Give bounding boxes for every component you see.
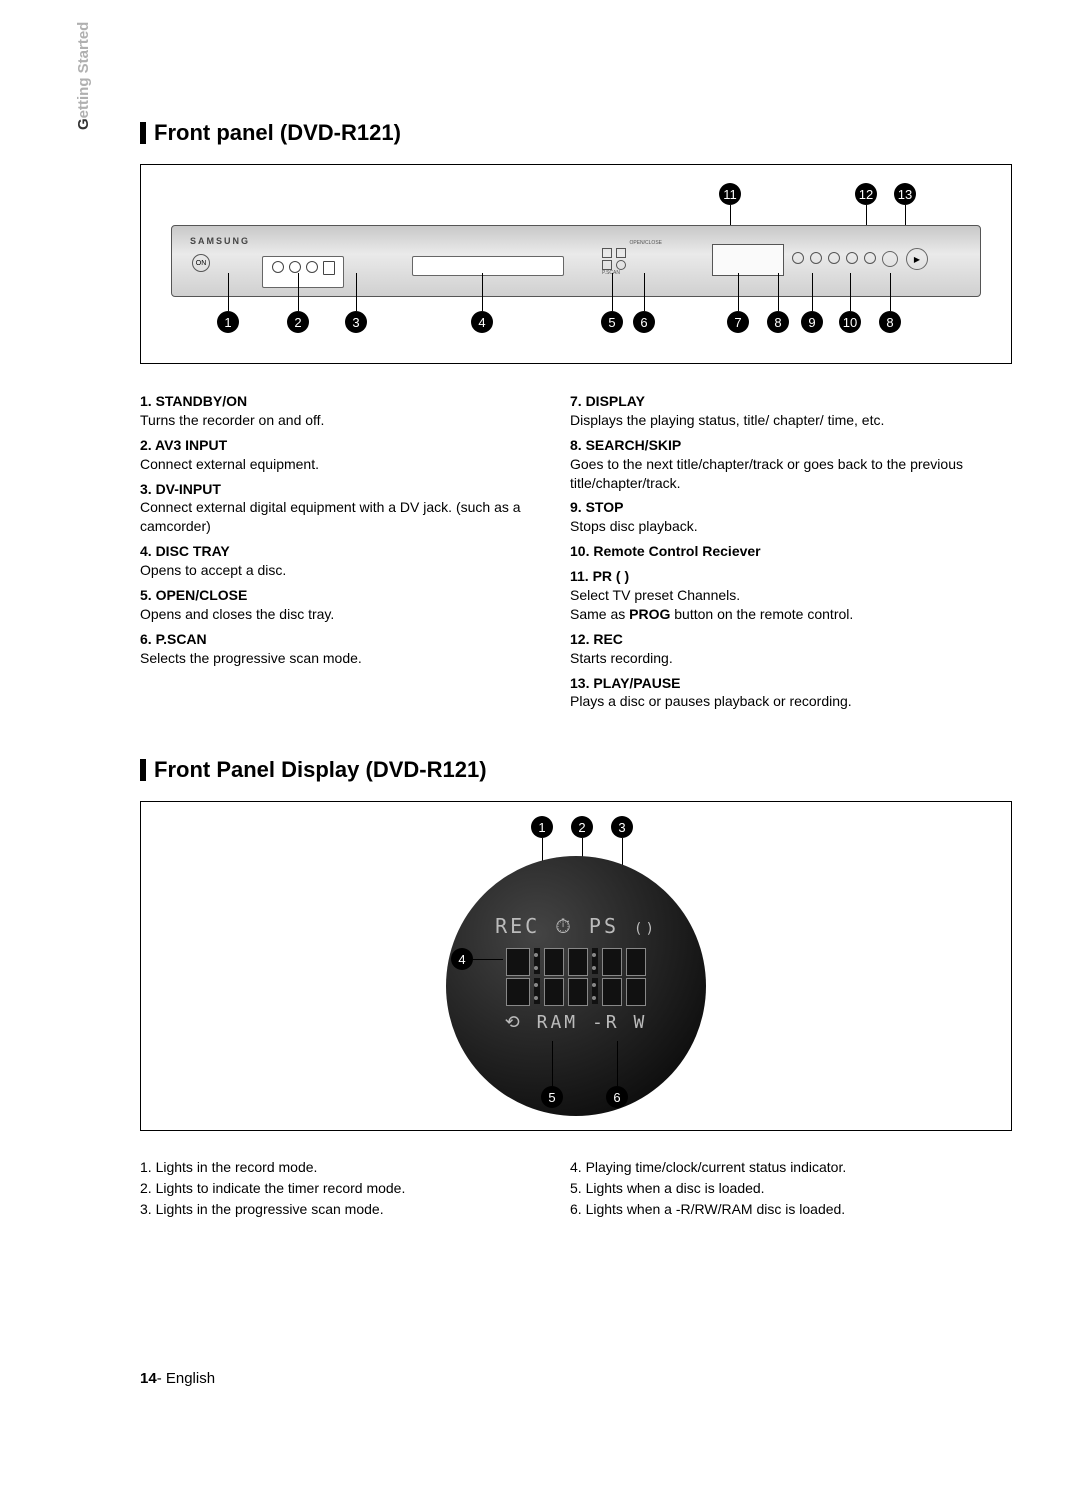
brand-label: SAMSUNG — [190, 236, 250, 246]
play-pause-button: ▶ — [906, 248, 928, 270]
rec-indicator: REC — [495, 914, 540, 938]
legend-item: 9. STOPStops disc playback. — [570, 498, 970, 536]
callout-dot: 12 — [855, 183, 877, 205]
display-legend: 1. Lights in the record mode.2. Lights t… — [140, 1157, 970, 1220]
open-close-pscan: OPEN/CLOSE P.SCAN — [602, 240, 662, 276]
control-buttons — [792, 252, 876, 264]
legend-item: 10. Remote Control Reciever — [570, 542, 970, 561]
legend-line: 2. Lights to indicate the timer record m… — [140, 1178, 540, 1199]
callout-dot: 5 — [601, 311, 623, 333]
legend-item: 12. RECStarts recording. — [570, 630, 970, 668]
legend-item: 4. DISC TRAYOpens to accept a disc. — [140, 542, 540, 580]
callout-dot: 3 — [611, 816, 633, 838]
legend-item: 7. DISPLAYDisplays the playing status, t… — [570, 392, 970, 430]
legend-line: 5. Lights when a disc is loaded. — [570, 1178, 970, 1199]
device-body: SAMSUNG ON OPEN/CLOSE P.SCAN ▶ — [171, 225, 981, 297]
callout-dot: 1 — [531, 816, 553, 838]
seg-row-2 — [506, 978, 646, 1006]
callout-dot: 7 — [727, 311, 749, 333]
section2-title: Front Panel Display (DVD-R121) — [140, 757, 1010, 783]
callout-dot: 2 — [571, 816, 593, 838]
legend-item: 5. OPEN/CLOSEOpens and closes the disc t… — [140, 586, 540, 624]
legend-item: 2. AV3 INPUTConnect external equipment. — [140, 436, 540, 474]
callout-dot: 8 — [879, 311, 901, 333]
legend-line: 4. Playing time/clock/current status ind… — [570, 1157, 970, 1178]
callout-dot: 13 — [894, 183, 916, 205]
legend-line: 6. Lights when a -R/RW/RAM disc is loade… — [570, 1199, 970, 1220]
callout-dot: 9 — [801, 311, 823, 333]
rec-button — [882, 251, 898, 267]
legend-item: 8. SEARCH/SKIPGoes to the next title/cha… — [570, 436, 970, 493]
legend-item: 3. DV-INPUTConnect external digital equi… — [140, 480, 540, 537]
callout-dot: 8 — [767, 311, 789, 333]
legend-item: 6. P.SCANSelects the progressive scan mo… — [140, 630, 540, 668]
ram-indicator: RAM -R W — [537, 1012, 648, 1033]
front-panel-diagram: 111213 SAMSUNG ON OPEN/CLOSE P.SCAN ▶ 12… — [140, 164, 1012, 364]
section1-title: Front panel (DVD-R121) — [140, 120, 1010, 146]
side-tab: Getting Started — [75, 22, 92, 130]
callout-dot: 6 — [633, 311, 655, 333]
front-panel-legend: 1. STANDBY/ONTurns the recorder on and o… — [140, 392, 970, 717]
callout-dot: 1 — [217, 311, 239, 333]
display-circle: REC ⏱ PS () ⟲ RAM -R W — [446, 856, 706, 1116]
legend-item: 13. PLAY/PAUSEPlays a disc or pauses pla… — [570, 674, 970, 712]
legend-item: 11. PR ( )Select TV preset Channels.Same… — [570, 567, 970, 624]
callout-dot: 2 — [287, 311, 309, 333]
loop-icon: ⟲ — [505, 1012, 523, 1033]
timer-icon: ⏱ — [555, 914, 574, 938]
display-diagram: 123 REC ⏱ PS () — [140, 801, 1012, 1131]
callout-dot: 11 — [719, 183, 741, 205]
standby-on-button: ON — [192, 254, 210, 272]
seg-row-1 — [506, 948, 646, 976]
page-footer: 14- English — [140, 1370, 1010, 1387]
ps-indicator: PS — [589, 914, 619, 938]
legend-item: 1. STANDBY/ONTurns the recorder on and o… — [140, 392, 540, 430]
legend-line: 3. Lights in the progressive scan mode. — [140, 1199, 540, 1220]
callout-dot: 3 — [345, 311, 367, 333]
display-window — [712, 244, 784, 276]
callout-dot: 10 — [839, 311, 861, 333]
disc-tray — [412, 256, 564, 276]
av3-dv-jacks — [262, 256, 344, 288]
callout-dot: 4 — [471, 311, 493, 333]
legend-line: 1. Lights in the record mode. — [140, 1157, 540, 1178]
